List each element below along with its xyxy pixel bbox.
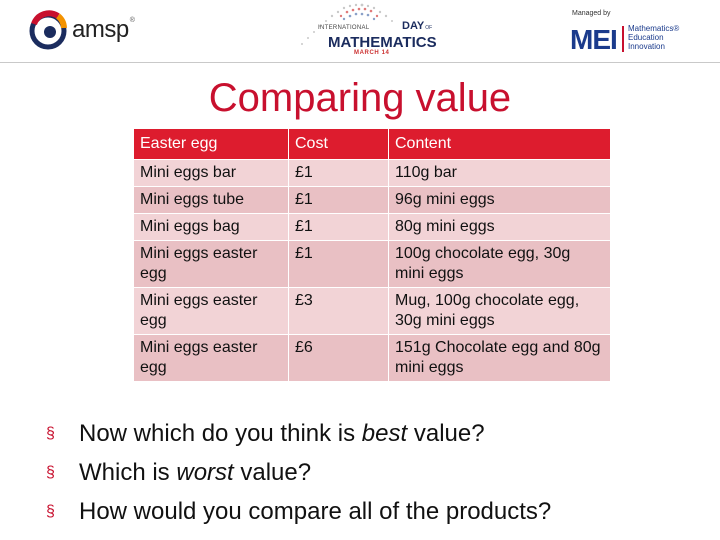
international-day-of-mathematics-logo: INTERNATIONAL DAYOF MATHEMATICS MARCH 14 xyxy=(284,2,444,60)
table-row: Mini eggs bar £1 110g bar xyxy=(133,159,611,187)
header: amsp ® INTERNATIONAL DAYOF MATHEMATICS M… xyxy=(0,0,720,66)
mei-words: Mathematics® Education Innovation xyxy=(628,24,679,51)
bullet-marker-icon: § xyxy=(46,503,55,520)
header-divider xyxy=(0,62,720,63)
idm-date-label: MARCH 14 xyxy=(354,50,390,56)
question-text: How would you compare all of the product… xyxy=(79,498,552,525)
list-item: § Which is worst value? xyxy=(46,455,706,494)
cell-easter-egg: Mini eggs easter egg xyxy=(133,334,289,382)
table-row: Mini eggs easter egg £6 151g Chocolate e… xyxy=(133,334,611,382)
table-row: Mini eggs easter egg £1 100g chocolate e… xyxy=(133,240,611,288)
cell-cost: £1 xyxy=(288,186,389,214)
cell-content: 100g chocolate egg, 30g mini eggs xyxy=(388,240,611,288)
mei-divider xyxy=(622,26,624,52)
mei-word-education: Education xyxy=(628,33,664,42)
table-header-row: Easter egg Cost Content xyxy=(133,128,611,160)
cell-cost: £1 xyxy=(288,159,389,187)
mei-logo: Managed by MEI Mathematics® Education In… xyxy=(570,8,710,58)
column-header-content: Content xyxy=(388,128,611,160)
cell-content: 80g mini eggs xyxy=(388,213,611,241)
mei-word-innovation: Innovation xyxy=(628,42,665,51)
idm-international-label: INTERNATIONAL xyxy=(318,25,370,31)
list-item: § How would you compare all of the produ… xyxy=(46,494,706,533)
cell-easter-egg: Mini eggs tube xyxy=(133,186,289,214)
cell-content: 110g bar xyxy=(388,159,611,187)
idm-day-label: DAYOF xyxy=(402,20,433,32)
question-text: Which is worst value? xyxy=(79,459,312,486)
question-list: § Now which do you think is best value? … xyxy=(46,416,706,533)
cell-easter-egg: Mini eggs easter egg xyxy=(133,287,289,335)
cell-easter-egg: Mini eggs bar xyxy=(133,159,289,187)
dotted-triangle-icon xyxy=(301,3,393,45)
mei-word-mathematics: Mathematics® xyxy=(628,24,680,33)
cell-cost: £1 xyxy=(288,240,389,288)
amsp-logo-registered: ® xyxy=(129,16,135,24)
table-row: Mini eggs bag £1 80g mini eggs xyxy=(133,213,611,241)
amsp-logo-text: amsp xyxy=(72,16,129,43)
cell-easter-egg: Mini eggs easter egg xyxy=(133,240,289,288)
bullet-marker-icon: § xyxy=(46,425,55,442)
table-row: Mini eggs tube £1 96g mini eggs xyxy=(133,186,611,214)
cell-content: 96g mini eggs xyxy=(388,186,611,214)
amsp-swirl-icon xyxy=(29,10,67,50)
cell-cost: £6 xyxy=(288,334,389,382)
cell-content: 151g Chocolate egg and 80g mini eggs xyxy=(388,334,611,382)
cell-cost: £3 xyxy=(288,287,389,335)
slide-title: Comparing value xyxy=(208,76,512,120)
list-item: § Now which do you think is best value? xyxy=(46,416,706,455)
bullet-marker-icon: § xyxy=(46,464,55,481)
mei-managed-by-label: Managed by xyxy=(572,10,611,17)
column-header-cost: Cost xyxy=(288,128,389,160)
amsp-logo: amsp ® xyxy=(28,8,135,52)
cell-content: Mug, 100g chocolate egg, 30g mini eggs xyxy=(388,287,611,335)
products-table: Easter egg Cost Content Mini eggs bar £1… xyxy=(133,128,611,382)
mei-mark: MEI xyxy=(570,24,618,55)
column-header-easter-egg: Easter egg xyxy=(133,128,289,160)
cell-cost: £1 xyxy=(288,213,389,241)
idm-mathematics-label: MATHEMATICS xyxy=(328,34,437,51)
table-row: Mini eggs easter egg £3 Mug, 100g chocol… xyxy=(133,287,611,335)
question-text: Now which do you think is best value? xyxy=(79,420,485,447)
cell-easter-egg: Mini eggs bag xyxy=(133,213,289,241)
